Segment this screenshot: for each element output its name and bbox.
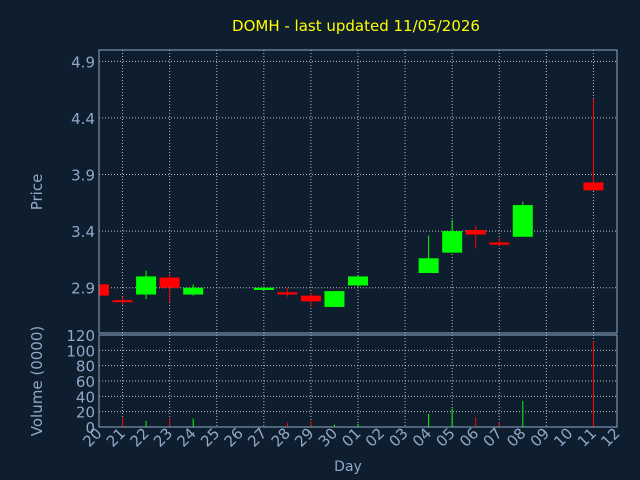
x-tick-label: 28 [268, 424, 294, 450]
candle-body [512, 205, 533, 237]
x-tick-label: 02 [362, 424, 388, 450]
x-tick-label: 10 [550, 424, 576, 450]
volume-tick-label: 40 [76, 388, 95, 406]
candle-body [465, 229, 486, 235]
x-tick-label: 03 [385, 424, 411, 450]
x-tick-label: 12 [597, 424, 623, 450]
x-tick-label: 29 [291, 424, 317, 450]
chart-title: DOMH - last updated 11/05/2026 [232, 17, 480, 35]
x-tick-label: 01 [338, 424, 364, 450]
candle-body [253, 287, 274, 290]
candle-body [277, 292, 298, 295]
candle-body [112, 300, 133, 303]
x-tick-label: 09 [527, 424, 553, 450]
volume-tick-label: 80 [76, 358, 95, 376]
candle-body [324, 291, 345, 307]
price-panel-frame [98, 49, 618, 334]
x-tick-label: 11 [574, 424, 600, 450]
axes-layer: 2.93.43.94.44.90204060801001202021222324… [66, 49, 624, 451]
x-tick-label: 27 [244, 424, 270, 450]
volume-tick-label: 60 [76, 373, 95, 391]
volume-panel-frame [98, 334, 618, 428]
x-tick-label: 08 [503, 424, 529, 450]
candle-body [99, 284, 109, 296]
volume-tick-label: 20 [76, 404, 95, 422]
price-tick-label: 2.9 [71, 280, 95, 298]
x-tick-label: 23 [150, 424, 176, 450]
price-axis-label: Price [28, 174, 46, 211]
candle-body [159, 277, 180, 288]
price-candles [99, 98, 604, 307]
price-tick-label: 4.9 [71, 53, 95, 71]
candle-body [300, 295, 321, 302]
candle-body [489, 242, 510, 245]
volume-tick-label: 0 [85, 419, 95, 437]
x-tick-label: 30 [315, 424, 341, 450]
x-tick-label: 05 [433, 424, 459, 450]
x-tick-label: 07 [480, 424, 506, 450]
x-tick-label: 22 [126, 424, 152, 450]
candle-body [348, 276, 368, 286]
x-tick-label: 20 [79, 424, 105, 450]
x-tick-label: 24 [174, 424, 200, 450]
volume-bars [122, 341, 594, 427]
x-tick-label: 21 [103, 424, 129, 450]
grid-layer [99, 50, 617, 427]
x-tick-label: 04 [409, 424, 435, 450]
x-tick-label: 26 [221, 424, 247, 450]
candle-body [442, 231, 463, 253]
x-tick-label: 25 [197, 424, 223, 450]
candle-body [583, 182, 604, 191]
candle-body [136, 276, 157, 295]
price-tick-label: 3.9 [71, 167, 95, 185]
price-tick-label: 3.4 [71, 223, 95, 241]
price-tick-label: 4.4 [71, 110, 95, 128]
candle-body [183, 287, 204, 295]
x-axis-label: Day [334, 459, 362, 475]
x-tick-label: 06 [456, 424, 482, 450]
volume-axis-label: Volume (0000) [28, 326, 46, 436]
volume-tick-label: 120 [66, 327, 95, 345]
volume-tick-label: 100 [66, 342, 95, 360]
candle-body [418, 258, 439, 274]
